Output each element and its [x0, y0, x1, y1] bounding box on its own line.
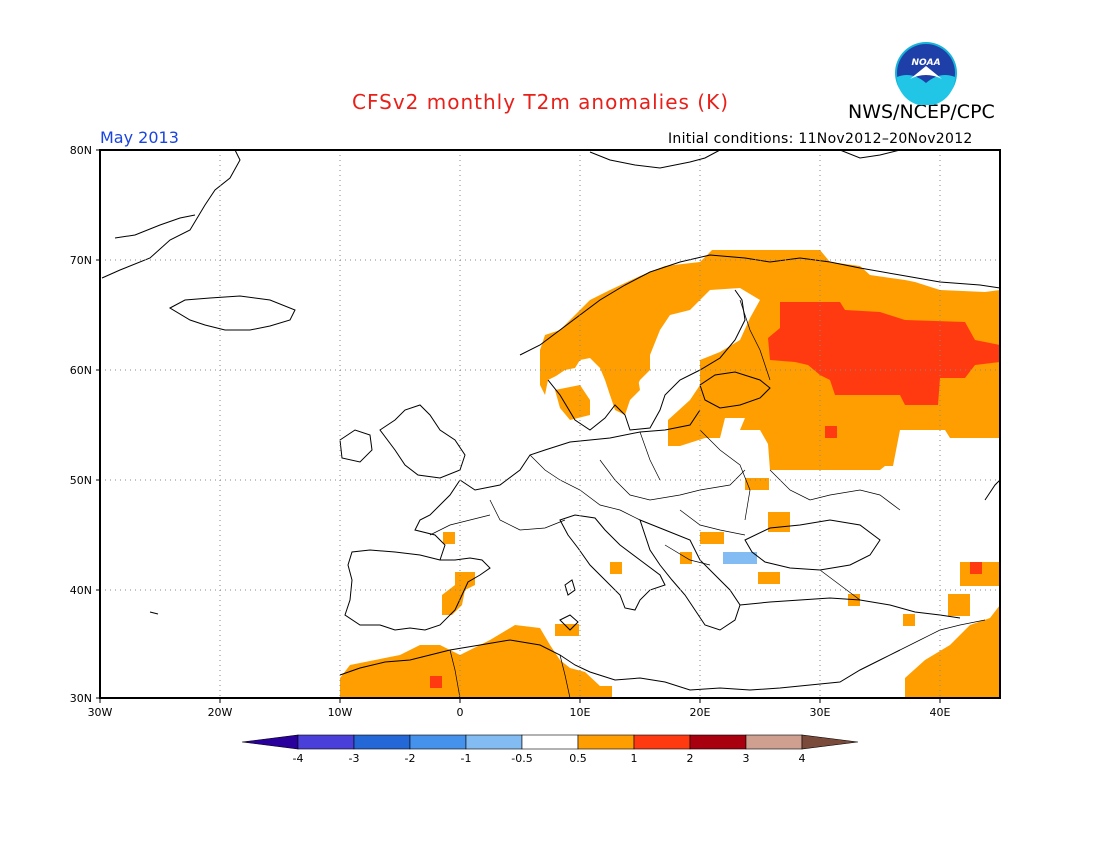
- colorbar-segment: [409, 734, 467, 750]
- colorbar-low-arrow: [241, 734, 299, 750]
- lat-label-80n: 80N: [70, 144, 92, 157]
- initial-conditions-label: Initial conditions: 11Nov2012–20Nov2012: [668, 131, 973, 147]
- axis-ticks: [96, 149, 941, 703]
- lat-label-30n: 30N: [70, 692, 92, 705]
- lat-label-40n: 40N: [70, 584, 92, 597]
- lat-label-60n: 60N: [70, 364, 92, 377]
- chart-title: CFSv2 monthly T2m anomalies (K): [352, 90, 729, 114]
- lon-label-10w: 10W: [328, 706, 353, 719]
- noaa-logo-text: NOAA: [911, 58, 940, 68]
- lat-label-70n: 70N: [70, 254, 92, 267]
- colorbar-segment: [577, 734, 635, 750]
- colorbar-segment: [745, 734, 803, 750]
- colorbar-segment: [297, 734, 355, 750]
- colorbar-segment: [353, 734, 411, 750]
- lon-label-30e: 30E: [810, 706, 831, 719]
- colorbar-tick-label: 1: [631, 752, 638, 765]
- noaa-logo: NOAA: [895, 42, 957, 105]
- colorbar-tick-label: 2: [687, 752, 694, 765]
- colorbar-tick-label: 3: [743, 752, 750, 765]
- colorbar-tick-label: 4: [799, 752, 806, 765]
- colorbar-tick-label: -4: [293, 752, 304, 765]
- coastlines: [101, 149, 1001, 691]
- colorbar-segment: [521, 734, 579, 750]
- anomaly-shading: [340, 250, 1000, 698]
- colorbar-tick-label: -2: [405, 752, 416, 765]
- lat-label-50n: 50N: [70, 474, 92, 487]
- forecast-month: May 2013: [100, 128, 179, 147]
- latitude-labels: 80N 70N 60N 50N 40N 30N: [70, 144, 92, 705]
- lon-label-20e: 20E: [690, 706, 711, 719]
- colorbar-segment: [633, 734, 691, 750]
- colorbar-segment: [465, 734, 523, 750]
- lon-label-30w: 30W: [88, 706, 113, 719]
- lon-label-10e: 10E: [570, 706, 591, 719]
- agency-label: NWS/NCEP/CPC: [848, 101, 995, 123]
- colorbar-tick-label: -1: [461, 752, 472, 765]
- lon-label-40e: 40E: [930, 706, 951, 719]
- colorbar-tick-label: 0.5: [569, 752, 587, 765]
- longitude-labels: 30W 20W 10W 0 10E 20E 30E 40E: [88, 706, 951, 719]
- colorbar-tick-label: -3: [349, 752, 360, 765]
- lon-label-0: 0: [457, 706, 464, 719]
- graticule: [100, 150, 1000, 698]
- map-frame: [99, 149, 1001, 699]
- lon-label-20w: 20W: [208, 706, 233, 719]
- colorbar-segment: [689, 734, 747, 750]
- colorbar-high-arrow: [801, 734, 859, 750]
- colorbar: -4 -3 -2 -1 -0.5 0.5 1 2 3 4: [241, 734, 859, 765]
- colorbar-tick-label: -0.5: [511, 752, 532, 765]
